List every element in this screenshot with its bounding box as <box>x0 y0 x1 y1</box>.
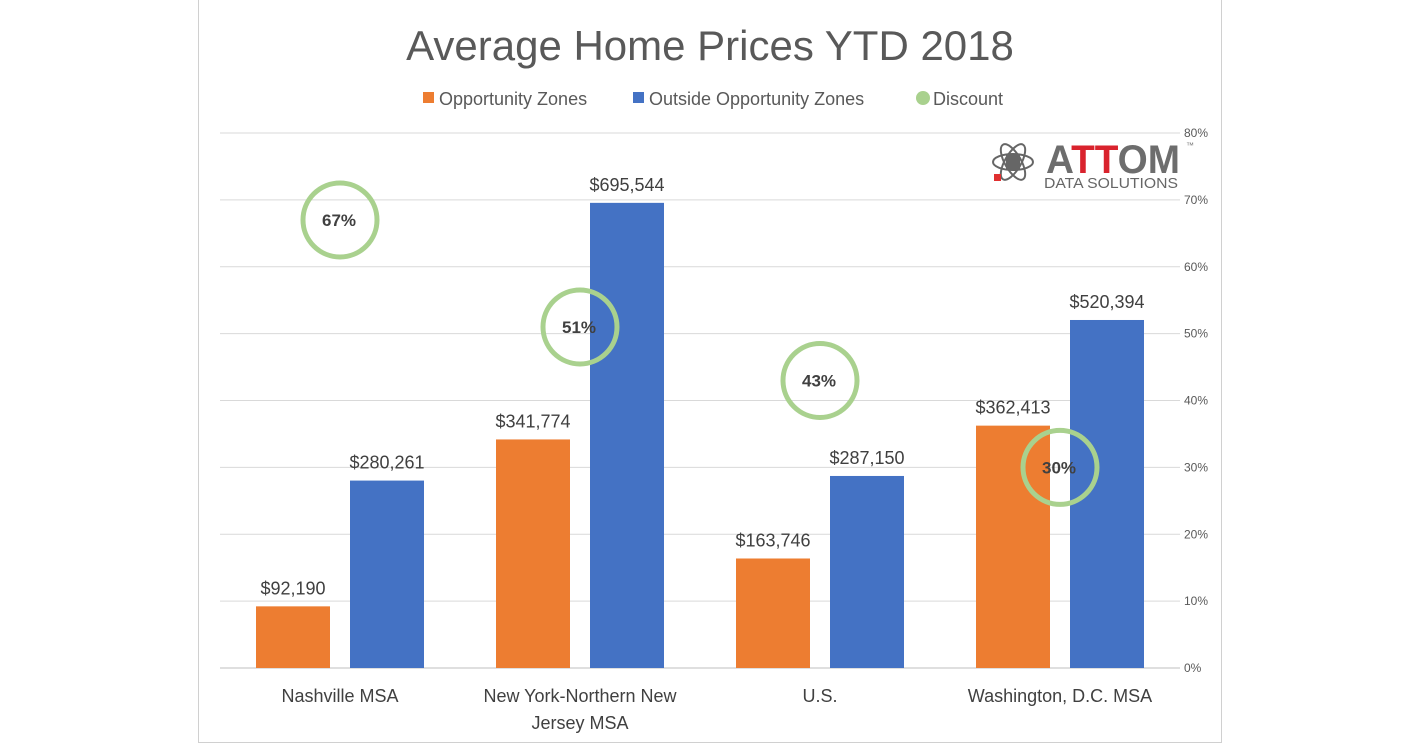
y2-tick-label: 30% <box>1184 460 1208 474</box>
bar <box>976 425 1050 668</box>
bar <box>830 475 904 668</box>
y2-tick-label: 0% <box>1184 661 1202 675</box>
y2-tick-label: 70% <box>1184 193 1208 207</box>
bar-value-label: $163,746 <box>735 530 810 550</box>
y2-tick-label: 20% <box>1184 527 1208 541</box>
legend-swatch <box>423 92 434 103</box>
y2-tick-label: 80% <box>1184 126 1208 140</box>
bar <box>350 480 424 668</box>
logo-tm: ™ <box>1186 141 1194 150</box>
bars: $92,190 $341,774 $163,746 $362,413 $280,261 $… <box>256 175 1145 668</box>
bar <box>256 606 330 668</box>
bar-value-label: $520,394 <box>1069 292 1144 312</box>
atom-icon <box>992 143 1034 181</box>
discount-marker <box>1020 427 1100 507</box>
y2-tick-label: 50% <box>1184 327 1208 341</box>
x-tick-label: New York-Northern New <box>483 686 677 706</box>
y2-tick-label: 10% <box>1184 594 1208 608</box>
discount-marker <box>300 180 380 260</box>
discount-label: 30% <box>1042 458 1076 477</box>
bar-value-label: $287,150 <box>829 448 904 468</box>
discount-marker <box>780 340 860 420</box>
bar-value-label: $341,774 <box>495 411 570 431</box>
legend-label: Discount <box>933 89 1003 109</box>
bar-value-label: $92,190 <box>260 578 325 598</box>
bar <box>496 439 570 668</box>
discount-points: 67% 51% 43% 30% <box>300 180 1100 507</box>
legend-label: Outside Opportunity Zones <box>649 89 864 109</box>
y2-tick-label: 40% <box>1184 394 1208 408</box>
discount-label: 43% <box>802 371 836 390</box>
legend-label: Opportunity Zones <box>439 89 587 109</box>
bar <box>1070 319 1144 668</box>
legend-swatch <box>633 92 644 103</box>
x-tick-label: Washington, D.C. MSA <box>968 686 1152 706</box>
discount-marker <box>540 287 620 367</box>
bar <box>736 558 810 668</box>
attom-logo: ATTOM ™ DATA SOLUTIONS <box>992 138 1194 192</box>
chart-title: Average Home Prices YTD 2018 <box>406 22 1014 69</box>
legend: Opportunity Zones Outside Opportunity Zon… <box>423 89 1003 109</box>
logo-tagline: DATA SOLUTIONS <box>1044 175 1178 192</box>
x-tick-label: Nashville MSA <box>281 686 398 706</box>
x-tick-label: U.S. <box>802 686 837 706</box>
chart-frame <box>198 0 1222 743</box>
x-tick-label: Jersey MSA <box>531 713 628 733</box>
y2-tick-label: 60% <box>1184 260 1208 274</box>
discount-label: 67% <box>322 211 356 230</box>
discount-label: 51% <box>562 318 596 337</box>
bar <box>590 202 664 668</box>
x-axis-labels: Nashville MSA New York-Northern New Jersey… <box>281 686 1152 733</box>
bar-value-label: $362,413 <box>975 398 1050 418</box>
bar-value-label: $280,261 <box>349 453 424 473</box>
bar-value-label: $695,544 <box>589 175 664 195</box>
legend-marker <box>916 91 930 105</box>
logo-brand: ATTOM <box>1046 138 1180 182</box>
